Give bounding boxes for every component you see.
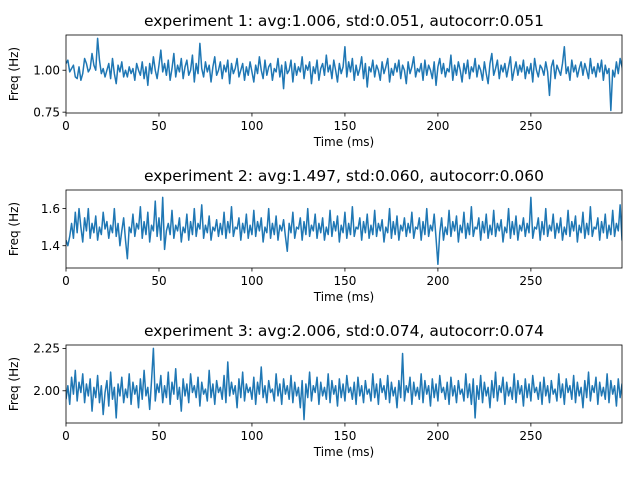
- x-tick-label: 250: [519, 119, 542, 133]
- axes-frame: [65, 189, 623, 269]
- subplots: experiment 1: avg:1.006, std:0.051, auto…: [7, 12, 623, 459]
- x-tick-label: 200: [426, 119, 449, 133]
- x-tick-label: 250: [519, 429, 542, 443]
- x-tick-label: 200: [426, 429, 449, 443]
- axes-frame: [65, 344, 623, 424]
- x-tick-label: 100: [241, 119, 264, 133]
- x-tick-label: 50: [151, 429, 166, 443]
- x-axis-label: Time (ms): [313, 445, 375, 459]
- subplot-title: experiment 3: avg:2.006, std:0.074, auto…: [144, 322, 544, 340]
- x-tick-label: 50: [151, 274, 166, 288]
- x-tick-label: 0: [62, 429, 70, 443]
- y-tick-label: 1.4: [41, 239, 60, 253]
- y-axis-label: Freq (Hz): [7, 202, 21, 256]
- x-tick-label: 250: [519, 274, 542, 288]
- x-tick-label: 200: [426, 274, 449, 288]
- axes-frame: [65, 34, 623, 114]
- subplot-title: experiment 2: avg:1.497, std:0.060, auto…: [144, 167, 544, 185]
- x-tick-label: 100: [241, 429, 264, 443]
- x-tick-label: 150: [333, 119, 356, 133]
- y-tick-label: 1.6: [41, 202, 60, 216]
- subplot-3: experiment 3: avg:2.006, std:0.074, auto…: [7, 322, 623, 459]
- y-tick-label: 1.00: [33, 64, 60, 78]
- series-line: [66, 347, 622, 421]
- x-tick-label: 50: [151, 119, 166, 133]
- subplot-2: experiment 2: avg:1.497, std:0.060, auto…: [7, 167, 623, 304]
- y-tick-label: 2.00: [33, 384, 60, 398]
- x-tick-label: 0: [62, 119, 70, 133]
- y-axis-label: Freq (Hz): [7, 357, 21, 411]
- series-line: [66, 37, 622, 112]
- y-tick-label: 2.25: [33, 342, 60, 356]
- subplot-1: experiment 1: avg:1.006, std:0.051, auto…: [7, 12, 623, 149]
- y-tick-label: 0.75: [33, 105, 60, 119]
- y-axis-label: Freq (Hz): [7, 47, 21, 101]
- subplot-title: experiment 1: avg:1.006, std:0.051, auto…: [144, 12, 544, 30]
- x-tick-label: 150: [333, 429, 356, 443]
- x-tick-label: 150: [333, 274, 356, 288]
- x-tick-label: 100: [241, 274, 264, 288]
- x-axis-label: Time (ms): [313, 290, 375, 304]
- x-tick-label: 0: [62, 274, 70, 288]
- x-axis-label: Time (ms): [313, 135, 375, 149]
- series-line: [66, 196, 622, 266]
